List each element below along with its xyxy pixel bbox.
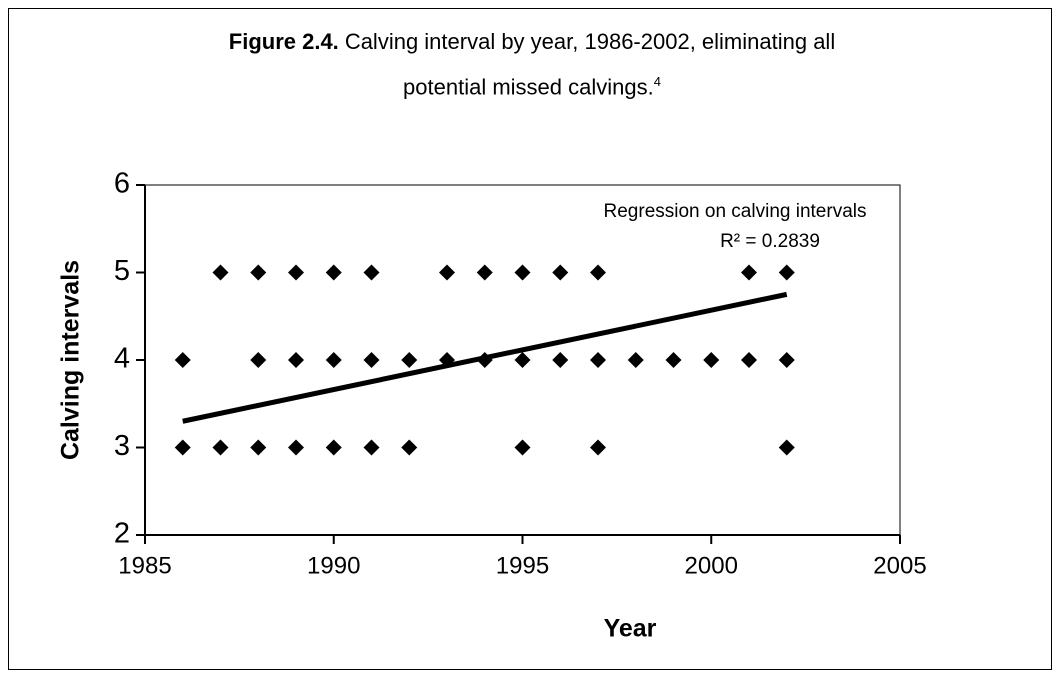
point: [703, 352, 720, 368]
point: [174, 352, 191, 368]
point: [288, 264, 304, 281]
point: [778, 264, 795, 281]
point: [778, 439, 795, 456]
annotation: Regression on calving intervals: [604, 201, 867, 222]
figure-border: [8, 8, 1052, 670]
point: [363, 264, 380, 281]
x-axis-label: Year: [604, 615, 657, 643]
point: [288, 439, 304, 456]
y-axis-label: Calving intervals: [57, 260, 85, 460]
point: [250, 439, 267, 456]
point: [590, 439, 606, 456]
point: [514, 439, 531, 456]
title-note: 4: [653, 74, 661, 89]
x-tick-label: 2005: [873, 552, 926, 579]
y-tick-label: 2: [114, 518, 130, 550]
annotation: R² = 0.2839: [720, 231, 820, 252]
point: [174, 439, 191, 456]
x-tick-label: 1990: [307, 552, 360, 579]
point: [439, 264, 455, 281]
point: [250, 352, 267, 368]
point: [401, 439, 418, 456]
title-line: potential missed calvings.: [403, 74, 654, 100]
point: [590, 264, 606, 281]
point: [325, 439, 342, 456]
point: [514, 264, 531, 281]
point: [627, 352, 644, 368]
point: [476, 264, 493, 281]
point: [363, 352, 380, 368]
point: [212, 264, 229, 281]
x-tick-label: 2000: [685, 552, 738, 579]
point: [288, 352, 304, 368]
y-tick-label: 6: [114, 168, 130, 200]
point: [401, 352, 418, 368]
point: [778, 352, 795, 368]
point: [476, 352, 493, 368]
point: [439, 352, 455, 368]
title-label: Figure 2.4.: [228, 29, 339, 54]
chart-title: Figure 2.4. Calving interval by year, 198…: [0, 22, 1064, 107]
point: [552, 352, 569, 368]
point: [325, 352, 342, 368]
point: [325, 264, 342, 281]
point: [665, 352, 682, 368]
point: [212, 439, 229, 456]
point: [363, 439, 380, 456]
point: [552, 264, 569, 281]
point: [741, 352, 757, 368]
x-tick-label: 1985: [118, 552, 171, 579]
title-line: Calving interval by year, 1986-2002, eli…: [344, 29, 836, 54]
point: [250, 264, 267, 281]
point: [590, 352, 606, 368]
y-tick-label: 5: [114, 255, 130, 287]
point: [514, 352, 531, 368]
x-tick-label: 1995: [496, 552, 549, 579]
point: [741, 264, 757, 281]
y-tick-label: 4: [114, 343, 130, 375]
y-tick-label: 3: [114, 430, 130, 462]
